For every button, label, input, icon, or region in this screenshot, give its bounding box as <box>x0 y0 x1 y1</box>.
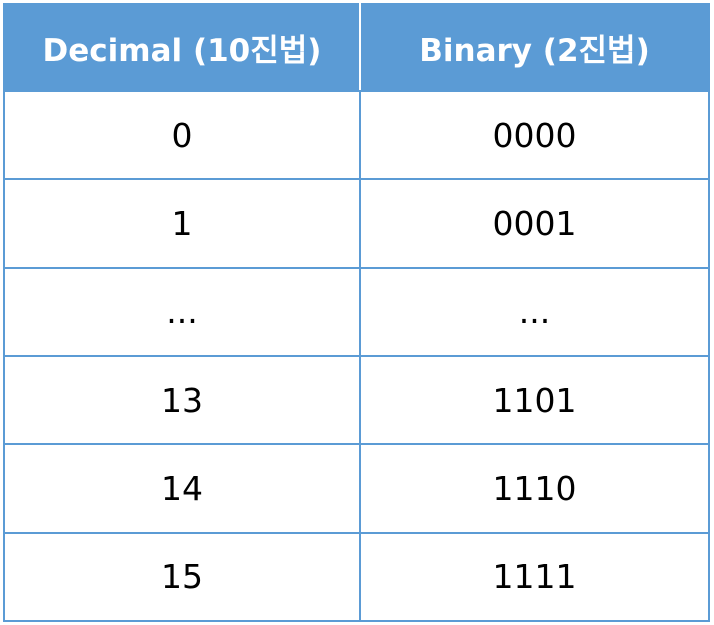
decimal-binary-table: Decimal (10진법) Binary (2진법) 0 0000 1 000… <box>2 3 710 623</box>
binary-cell: 0000 <box>359 89 710 181</box>
decimal-cell: ... <box>2 266 362 357</box>
decimal-cell: 14 <box>2 443 362 534</box>
binary-cell: 1101 <box>359 354 710 446</box>
table-row: ... ... <box>2 266 710 357</box>
decimal-cell: 1 <box>2 178 362 269</box>
header-decimal: Decimal (10진법) <box>2 3 362 92</box>
header-binary: Binary (2진법) <box>359 3 710 92</box>
binary-cell: 1111 <box>359 531 710 623</box>
decimal-cell: 0 <box>2 89 362 181</box>
binary-cell: ... <box>359 266 710 357</box>
table-header-row: Decimal (10진법) Binary (2진법) <box>2 3 710 92</box>
conversion-table-container: Decimal (10진법) Binary (2진법) 0 0000 1 000… <box>2 3 710 623</box>
decimal-cell: 13 <box>2 354 362 446</box>
table-row: 0 0000 <box>2 89 710 181</box>
binary-cell: 1110 <box>359 443 710 534</box>
table-row: 14 1110 <box>2 443 710 534</box>
table-row: 13 1101 <box>2 354 710 446</box>
table-row: 15 1111 <box>2 531 710 623</box>
table-row: 1 0001 <box>2 178 710 269</box>
binary-cell: 0001 <box>359 178 710 269</box>
decimal-cell: 15 <box>2 531 362 623</box>
